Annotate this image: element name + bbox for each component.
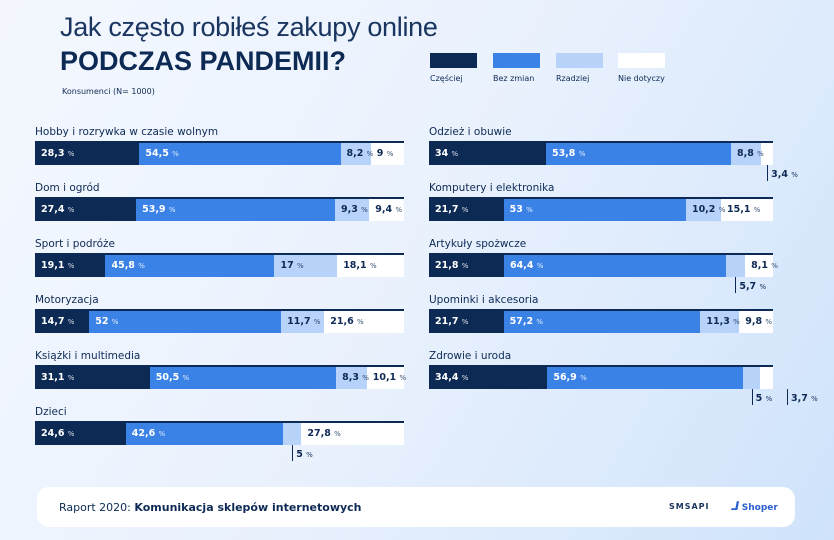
stacked-bar: 27,4 % 53,9 % 9,3 % 9,4 % — [35, 197, 404, 221]
bar-segment — [282, 423, 302, 445]
smsapi-logo: SMSAPI — [669, 502, 710, 511]
category-label: Motoryzacja — [35, 294, 99, 306]
bar-segment: 10,2 % — [685, 199, 725, 221]
legend-label: Częściej — [430, 74, 463, 83]
bar-segment: 56,9 % — [547, 367, 744, 389]
bar-segment: 21,7 % — [429, 199, 504, 221]
bar-segment: 14,7 % — [35, 311, 90, 333]
category-label: Książki i multimedia — [35, 350, 141, 362]
category-label: Sport i podróże — [35, 238, 116, 250]
stacked-bar: 34,4 % 56,9 % — [429, 365, 773, 389]
bar-segment: 21,8 % — [429, 255, 504, 277]
bar-segment — [743, 367, 761, 389]
bar-segment: 34,4 % — [429, 367, 548, 389]
legend-swatch — [618, 53, 665, 68]
callout-line — [787, 389, 788, 405]
chart-subtitle: Konsumenci (N= 1000) — [62, 87, 155, 96]
data-label: 5,7 % — [739, 281, 767, 292]
legend-swatch — [556, 53, 603, 68]
footer: Raport 2020: Komunikacja sklepów interne… — [37, 487, 795, 527]
bar-segment: 27,4 % — [35, 199, 137, 221]
bar-segment: 53 % — [503, 199, 686, 221]
callout-line — [735, 277, 737, 293]
shoper-logo: ⅃ Shoper — [731, 499, 778, 513]
callout-line — [751, 389, 753, 405]
stacked-bar: 28,3 % 54,5 % 8,2 % 9 % — [35, 141, 404, 165]
bar-segment: 9 % — [370, 143, 404, 165]
report-title: Raport 2020: Komunikacja sklepów interne… — [59, 501, 362, 514]
stacked-bar: 19,1 % 45,8 % 17 % 18,1 % — [35, 253, 404, 277]
bar-segment: 8,1 % — [745, 255, 778, 277]
callout-line — [292, 445, 294, 461]
stacked-bar: 34 % 53,8 % 8,8 % — [429, 141, 773, 165]
legend-item: Bez zmian — [493, 53, 540, 83]
bar-segment: 52 % — [89, 311, 282, 333]
shoper-icon: ⅃ — [731, 499, 739, 513]
bar-segment: 42,6 % — [125, 423, 283, 445]
bar-segment: 50,5 % — [149, 367, 337, 389]
bar-segment: 34 % — [429, 143, 546, 165]
category-label: Dom i ogród — [35, 182, 100, 194]
report-name: Komunikacja sklepów internetowych — [134, 501, 362, 514]
bar-segment: 27,8 % — [301, 423, 404, 445]
stacked-bar: 21,8 % 64,4 % 8,1 % — [429, 253, 778, 277]
bar-segment: 18,1 % — [337, 255, 404, 277]
stacked-bar: 21,7 % 57,2 % 11,3 % 9,8 % — [429, 309, 773, 333]
legend-swatch — [430, 53, 477, 68]
bar-segment: 45,8 % — [105, 255, 275, 277]
category-label: Hobby i rozrywka w czasie wolnym — [35, 126, 219, 138]
category-label: Zdrowie i uroda — [429, 350, 512, 362]
bar-segment: 21,6 % — [324, 311, 404, 333]
category-label: Odzież i obuwie — [429, 126, 512, 138]
bar-segment — [760, 367, 773, 389]
bar-segment: 53,9 % — [136, 199, 335, 221]
report-prefix: Raport 2020: — [59, 501, 131, 514]
bar-segment: 57,2 % — [503, 311, 701, 333]
legend-item: Nie dotyczy — [618, 53, 665, 83]
bar-segment: 8,2 % — [340, 143, 373, 165]
bar-segment: 21,7 % — [429, 311, 504, 333]
bar-segment — [725, 255, 746, 277]
category-label: Upominki i akcesoria — [429, 294, 539, 306]
stacked-bar: 14,7 % 52 % 11,7 % 21,6 % — [35, 309, 404, 333]
data-label: 5 % — [296, 449, 313, 460]
bar-segment: 11,7 % — [281, 311, 325, 333]
legend-label: Nie dotyczy — [618, 74, 665, 83]
category-label: Komputery i elektronika — [429, 182, 555, 194]
bar-segment — [761, 143, 773, 165]
stacked-bar: 31,1 % 50,5 % 8,3 % 10,1 % — [35, 365, 406, 389]
bar-segment: 8,3 % — [336, 367, 369, 389]
bar-segment: 19,1 % — [35, 255, 106, 277]
bar-segment: 9,3 % — [334, 199, 370, 221]
callout-line — [767, 165, 769, 181]
bar-segment: 9,4 % — [369, 199, 404, 221]
legend-label: Rzadziej — [556, 74, 590, 83]
bar-segment: 54,5 % — [139, 143, 341, 165]
bar-segment: 9,8 % — [739, 311, 773, 333]
bar-segment: 64,4 % — [503, 255, 726, 277]
legend-label: Bez zmian — [493, 74, 535, 83]
chart-title-line1: Jak często robiłeś zakupy online — [60, 12, 438, 42]
chart-title-line2: PODCZAS PANDEMII? — [60, 46, 347, 76]
data-label: 5 % — [755, 393, 773, 404]
legend-swatch — [493, 53, 540, 68]
stacked-bar: 21,7 % 53 % 10,2 % 15,1 % — [429, 197, 773, 221]
stacked-bar: 24,6 % 42,6 % 27,8 % — [35, 421, 404, 445]
bar-segment: 24,6 % — [35, 423, 126, 445]
shoper-text: Shoper — [741, 503, 778, 513]
data-label: 3,7 % — [791, 393, 818, 404]
bar-segment: 8,8 % — [731, 143, 764, 165]
bar-segment: 10,1 % — [366, 367, 406, 389]
bar-segment: 31,1 % — [35, 367, 150, 389]
legend-item: Rzadziej — [556, 53, 603, 83]
bar-segment: 53,8 % — [545, 143, 732, 165]
legend-item: Częściej — [430, 53, 477, 83]
bar-segment: 28,3 % — [35, 143, 140, 165]
bar-segment: 15,1 % — [721, 199, 773, 221]
bar-segment: 17 % — [274, 255, 338, 277]
bar-segment: 11,3 % — [700, 311, 740, 333]
category-label: Artykuły spożwcze — [429, 238, 527, 250]
data-label: 3,4 % — [771, 169, 798, 180]
category-label: Dzieci — [35, 406, 67, 418]
